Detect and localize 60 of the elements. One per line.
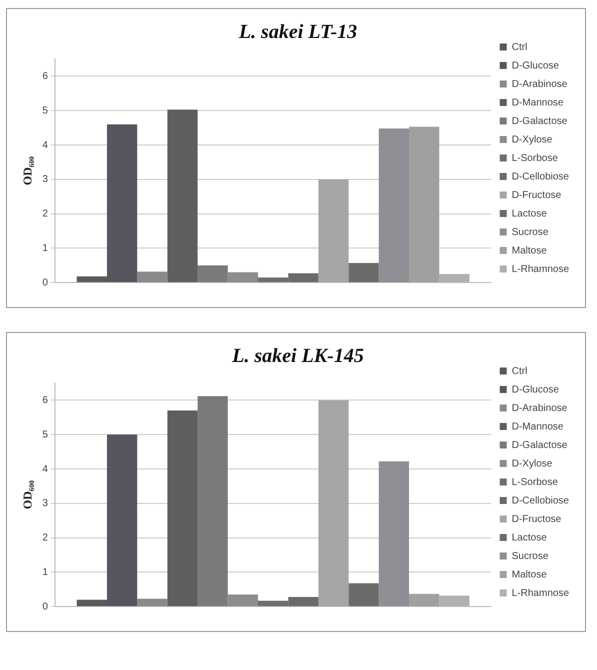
bar xyxy=(378,461,410,606)
legend-label: D-Cellobiose xyxy=(512,495,570,506)
legend-label: D-Fructose xyxy=(512,514,562,525)
y-tick-label: 6 xyxy=(42,394,48,406)
legend-label: D-Mannose xyxy=(512,97,564,108)
bar xyxy=(348,262,379,282)
bar xyxy=(409,126,440,282)
legend-label: D-Galactose xyxy=(512,116,568,127)
bar xyxy=(198,396,228,606)
y-tick-label: 3 xyxy=(42,174,48,186)
chart-title: L. sakei LT-13 xyxy=(238,21,358,44)
y-tick-label: 4 xyxy=(42,464,48,475)
y-axis-title: OD₆₀₀ xyxy=(20,480,34,510)
legend-label: D-Arabinose xyxy=(512,402,568,414)
legend-label: D-Galactose xyxy=(512,440,568,451)
bar xyxy=(137,598,168,606)
bar xyxy=(318,179,349,282)
legend-label: L-Sorbose xyxy=(512,476,558,488)
legend-label: D-Glucose xyxy=(512,60,560,72)
legend-label: D-Mannose xyxy=(512,421,564,432)
bar xyxy=(167,110,198,282)
legend-label: Lactose xyxy=(512,532,548,544)
y-tick-label: 2 xyxy=(42,532,48,544)
legend-label: L-Rhamnose xyxy=(512,264,570,275)
legend-label: Sucrose xyxy=(512,226,549,238)
y-tick-label: 5 xyxy=(42,429,48,440)
legend-label: Maltose xyxy=(512,245,548,256)
legend-label: D-Xylose xyxy=(512,134,553,146)
bar xyxy=(348,583,379,606)
legend-label: Ctrl xyxy=(512,42,528,53)
y-tick-label: 1 xyxy=(42,566,48,578)
y-axis-title: OD₆₀₀ xyxy=(20,156,34,186)
legend-label: D-Xylose xyxy=(512,458,553,470)
legend-label: D-Arabinose xyxy=(512,78,568,90)
legend-label: L-Rhamnose xyxy=(512,588,570,599)
legend-label: Maltose xyxy=(512,569,548,580)
bar xyxy=(137,272,168,282)
y-tick-label: 5 xyxy=(42,105,48,116)
legend-label: L-Sorbose xyxy=(512,152,558,164)
legend-label: Lactose xyxy=(512,208,548,220)
y-tick-label: 3 xyxy=(42,498,48,510)
bar xyxy=(409,594,440,606)
chart-title: L. sakei LK-145 xyxy=(231,345,364,368)
bar xyxy=(318,400,349,606)
bar xyxy=(167,410,198,606)
y-tick-label: 0 xyxy=(42,277,48,288)
bar xyxy=(228,272,258,282)
y-tick-label: 2 xyxy=(42,208,48,220)
y-tick-label: 0 xyxy=(42,601,48,612)
y-tick-label: 4 xyxy=(42,140,48,151)
legend-label: Ctrl xyxy=(512,366,528,377)
y-tick-label: 6 xyxy=(42,70,48,82)
legend-label: Sucrose xyxy=(512,550,549,562)
legend-label: D-Glucose xyxy=(512,384,560,396)
bar xyxy=(378,128,410,282)
legend-label: D-Fructose xyxy=(512,190,562,201)
bar xyxy=(198,265,228,282)
bar xyxy=(228,594,258,606)
y-tick-label: 1 xyxy=(42,242,48,254)
legend-label: D-Cellobiose xyxy=(512,171,570,182)
